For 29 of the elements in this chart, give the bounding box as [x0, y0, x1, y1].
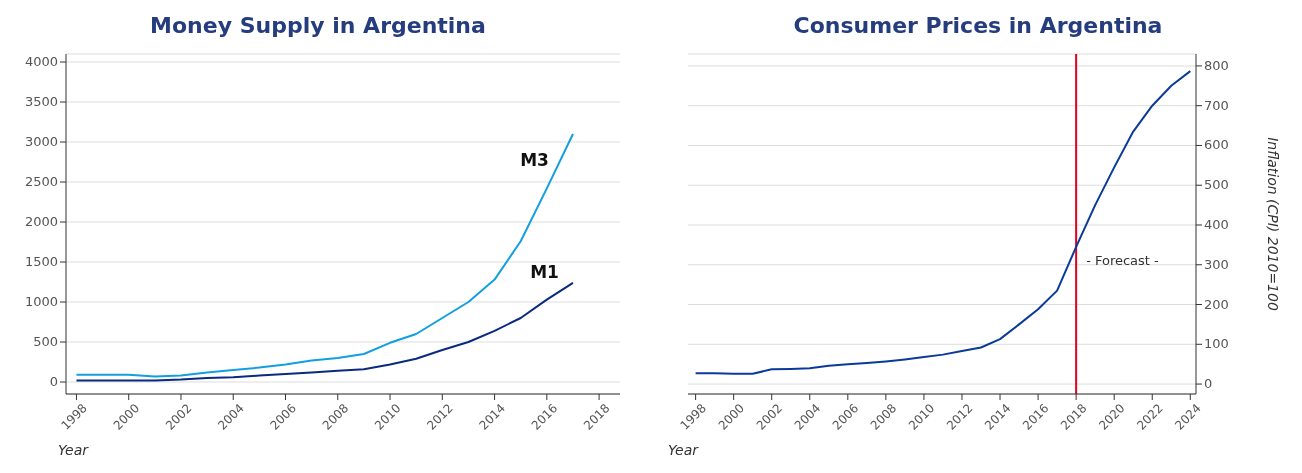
y2-tick-label: 700 [1204, 97, 1229, 113]
series-label: M3 [520, 150, 549, 170]
y-tick-label: 4000 [24, 54, 58, 69]
y2-tick-label: 800 [1204, 57, 1229, 73]
y-tick-label: 0 [49, 374, 58, 389]
y2-tick-label: 500 [1204, 177, 1229, 193]
y-tick-label: 2000 [24, 214, 58, 229]
y2-tick-label: 0 [1204, 376, 1213, 392]
y-tick-label: 500 [33, 334, 58, 349]
chart-title: Consumer Prices in Argentina [792, 12, 1164, 40]
y-tick-label: 3500 [24, 94, 58, 109]
y2-tick-label: 600 [1204, 137, 1229, 153]
y-tick-label: 2500 [24, 174, 58, 189]
y-tick-label: 1500 [24, 254, 58, 269]
x-axis-title: Year [668, 442, 698, 458]
y2-tick-label: 400 [1204, 216, 1229, 232]
line-series [75, 281, 574, 382]
line-series [694, 70, 1192, 375]
y-tick-label: 1000 [24, 294, 58, 309]
y2-tick-label: 200 [1204, 296, 1229, 312]
y2-tick-label: 300 [1204, 256, 1229, 272]
x-axis-title: Year [58, 442, 88, 458]
y2-axis-title: Inflation (CPI) 2010=100 [1265, 137, 1281, 311]
series-label: M1 [530, 261, 559, 282]
chart-title: Money Supply in Argentina [149, 12, 487, 40]
y-tick-label: 3000 [24, 134, 58, 149]
ref-line-label: - Forecast - [1086, 252, 1160, 268]
y2-tick-label: 100 [1204, 336, 1229, 352]
line-series [75, 133, 574, 378]
